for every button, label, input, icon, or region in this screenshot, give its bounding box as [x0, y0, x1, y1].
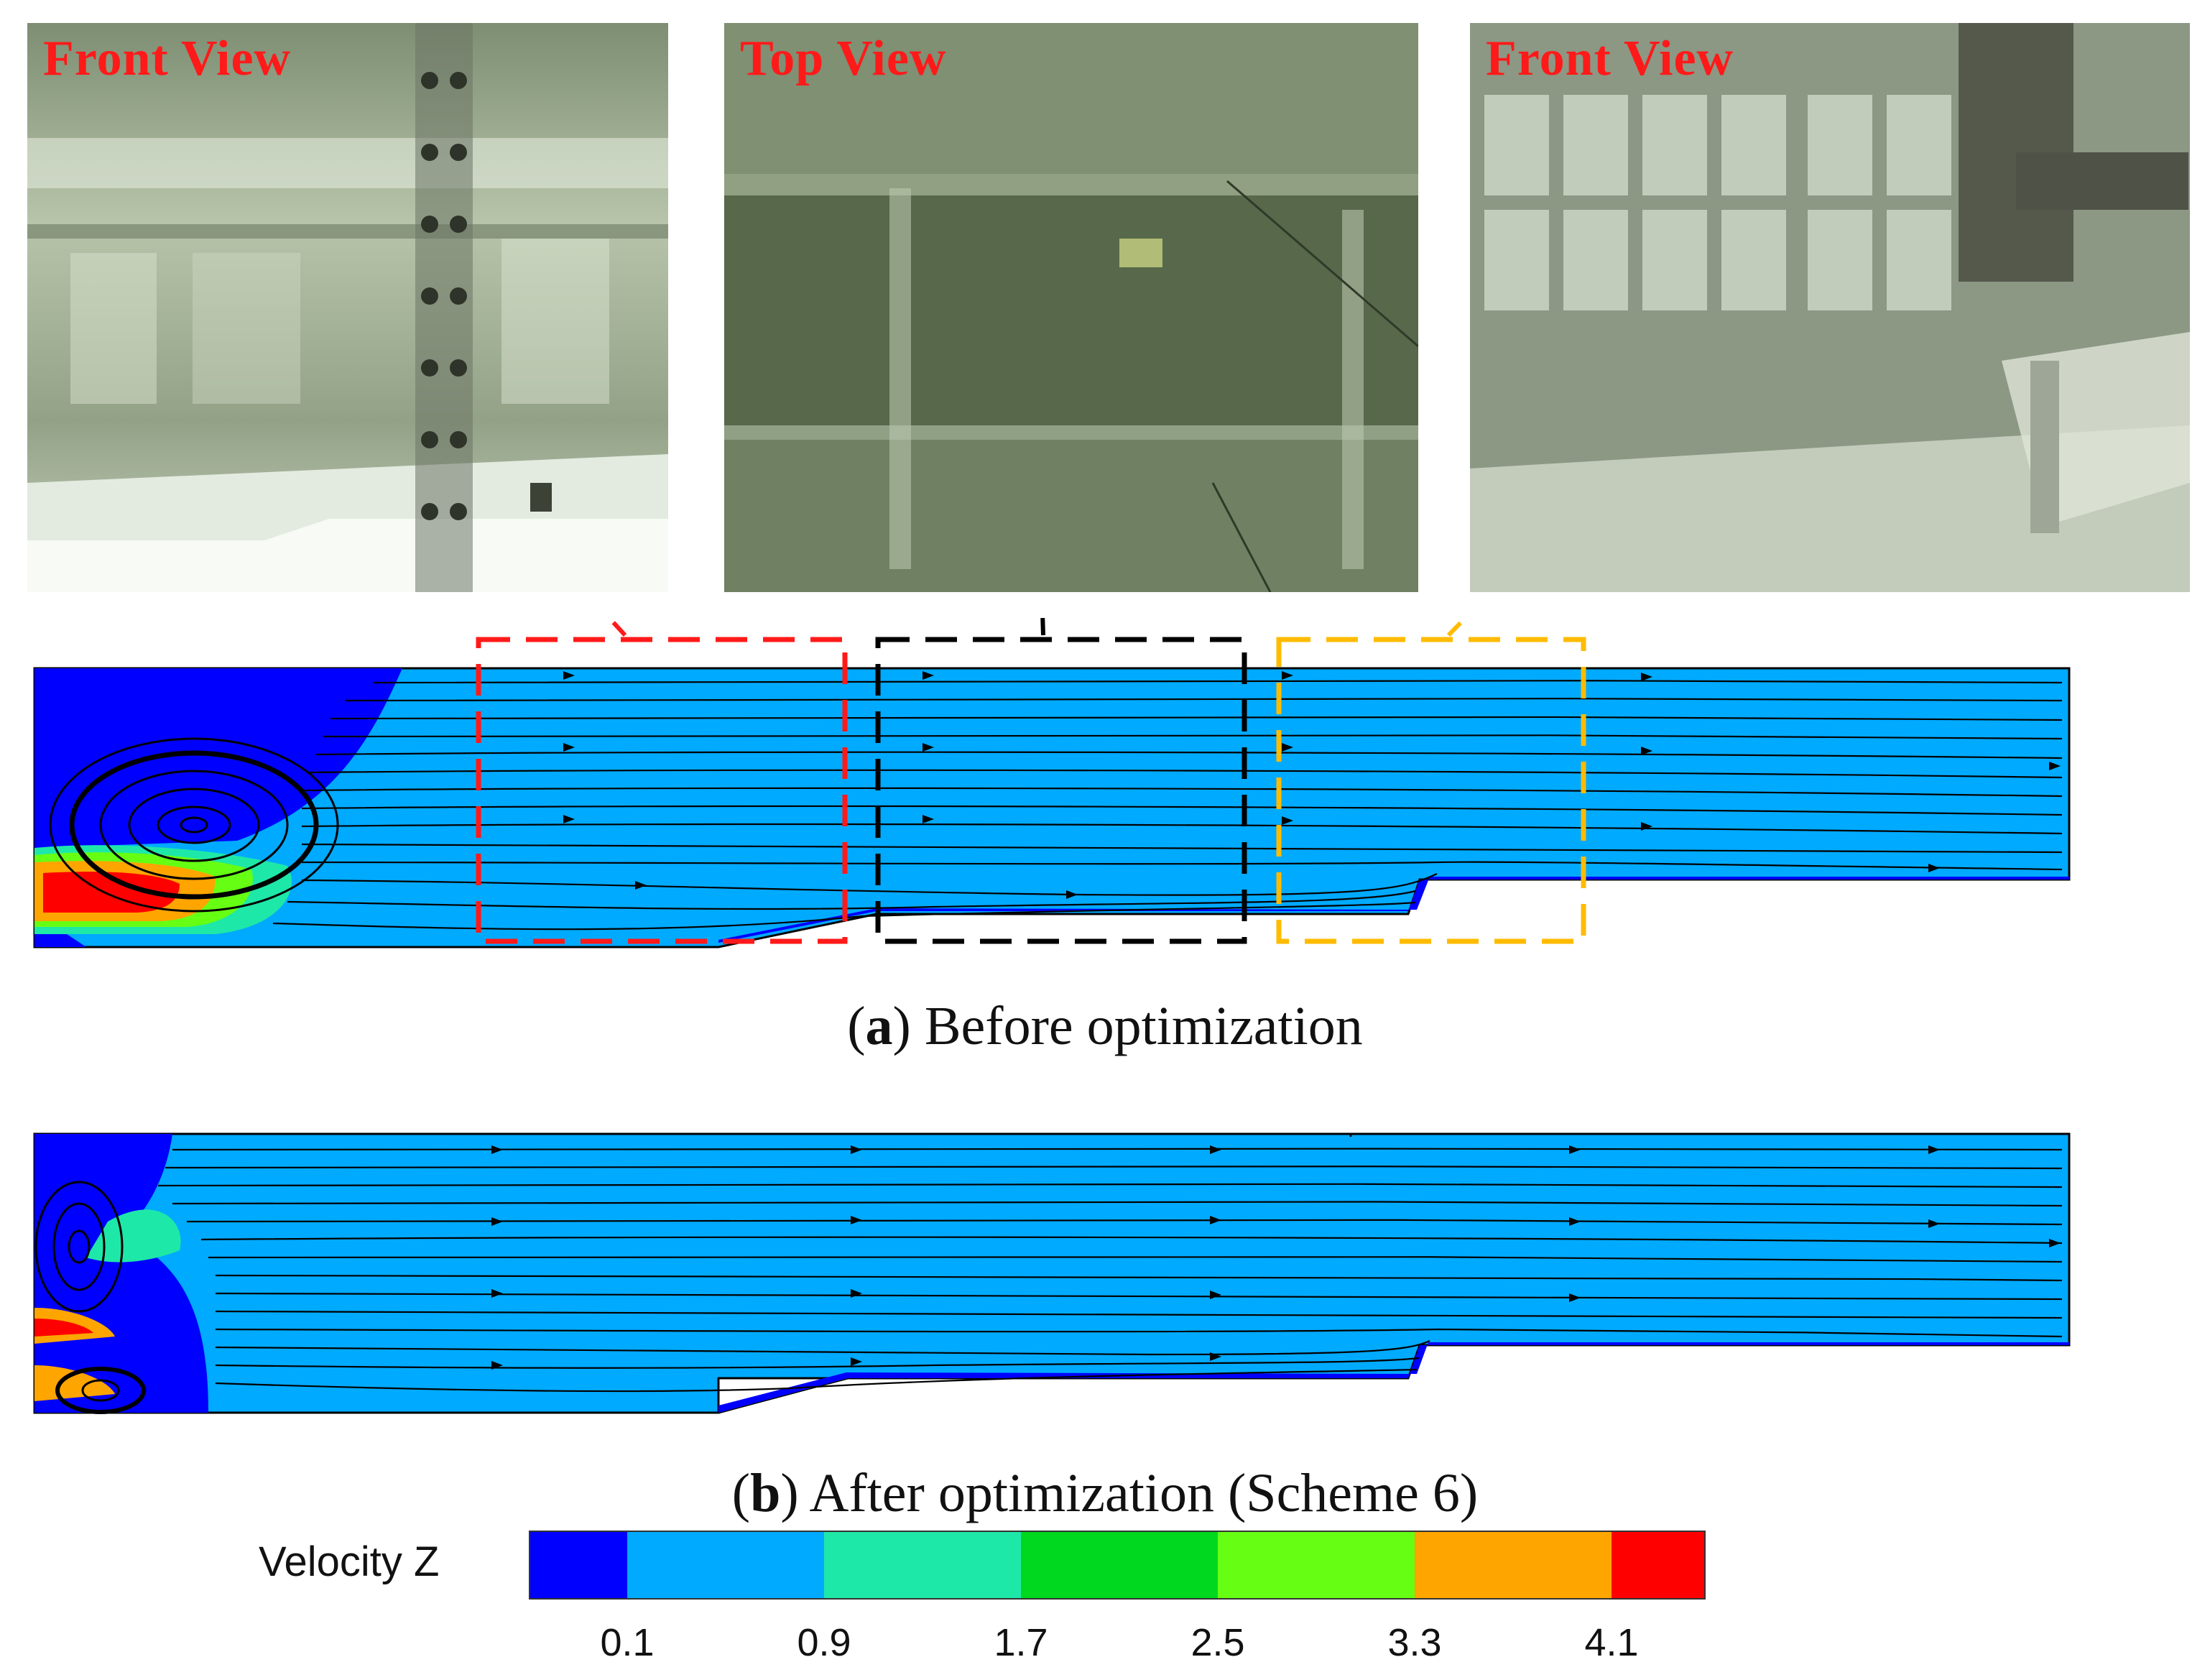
color-scale-bar [529, 1531, 1706, 1600]
legend-tick: 4.1 [1584, 1621, 1639, 1664]
pointer-arrow-black [1040, 618, 1045, 636]
caption-after: (b) After optimization (Scheme 6) [731, 1463, 1479, 1523]
photo-label: Front View [43, 31, 292, 86]
legend-tick: 0.9 [797, 1621, 851, 1664]
color-swatch [627, 1531, 824, 1600]
highlight-box-red [476, 637, 848, 944]
legend-tick: 0.1 [600, 1621, 655, 1664]
color-swatch [1021, 1531, 1218, 1600]
pointer-arrow-red [606, 618, 627, 637]
color-swatch [529, 1531, 627, 1600]
pointer-arrow-orange [1446, 618, 1469, 637]
highlight-box-black [875, 637, 1247, 944]
color-swatch [1218, 1531, 1415, 1600]
legend-tick: 2.5 [1190, 1621, 1245, 1664]
photo-label: Top View [740, 31, 947, 86]
color-swatch [824, 1531, 1021, 1600]
legend-tick: 1.7 [994, 1621, 1048, 1664]
caption-before: (a) Before optimization [847, 996, 1363, 1056]
caption-letter: b [750, 1463, 781, 1523]
legend-title: Velocity Z [259, 1538, 440, 1585]
legend-tick: 3.3 [1387, 1621, 1442, 1664]
photo-front-view-right: Front View [1470, 23, 2190, 592]
highlight-box-orange [1276, 637, 1586, 944]
photo-front-view-left: Front View [27, 23, 668, 592]
velocity-contour-after [33, 1132, 2071, 1414]
caption-text: Before optimization [910, 996, 1363, 1056]
color-swatch [1612, 1531, 1705, 1600]
channel-domain [33, 1132, 2071, 1414]
velocity-contour-before [33, 618, 2071, 949]
caption-letter: a [865, 996, 893, 1056]
color-swatch [1415, 1531, 1612, 1600]
photo-label: Front View [1486, 31, 1734, 86]
photo-top-view: Top View [724, 23, 1418, 592]
caption-text: After optimization (Scheme 6) [798, 1463, 1479, 1523]
